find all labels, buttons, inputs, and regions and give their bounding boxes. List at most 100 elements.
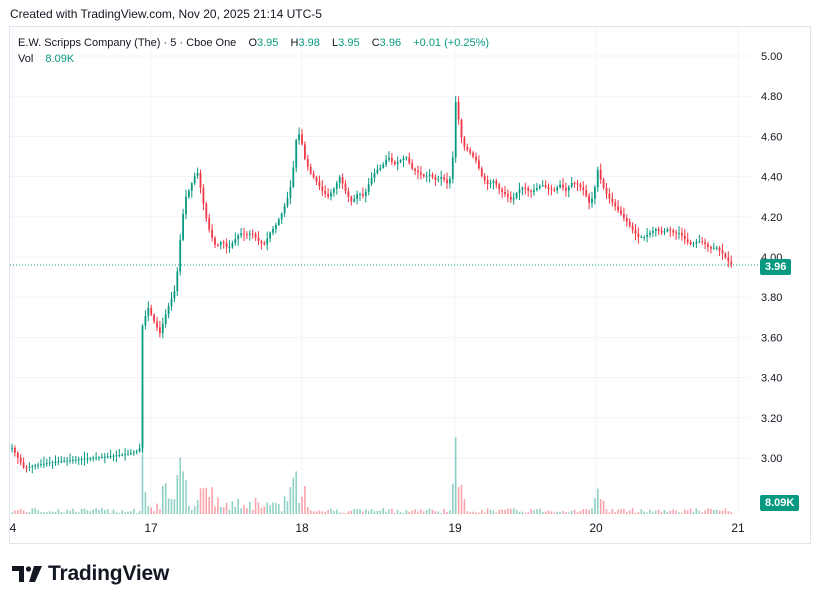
candle-body	[144, 315, 147, 326]
volume-bar	[463, 498, 466, 514]
volume-bar	[466, 511, 469, 514]
candle-body	[385, 159, 387, 165]
candle-body	[208, 218, 211, 230]
volume-bar	[565, 511, 567, 514]
volume-bar	[286, 501, 289, 514]
legend-open-label: O	[248, 37, 257, 49]
volume-bar	[344, 512, 347, 514]
volume-bar	[585, 509, 587, 514]
legend-high-label: H	[290, 37, 299, 49]
volume-bar	[173, 499, 176, 514]
legend-row-price: E.W. Scripps Company (The) · 5 · Cboe On…	[18, 37, 490, 49]
volume-bar	[159, 509, 161, 514]
candle-body	[306, 158, 309, 167]
volume-bar	[425, 510, 428, 514]
candle-body	[362, 194, 364, 196]
volume-bar	[512, 508, 515, 514]
volume-bar	[568, 512, 570, 514]
time-tick-label: 4	[10, 521, 17, 535]
candle-body	[341, 177, 344, 184]
volume-bar	[730, 511, 732, 514]
candle-body	[710, 246, 712, 249]
candle-body	[106, 456, 109, 458]
legend-row-volume: Vol 8.09K	[18, 51, 489, 67]
volume-bar	[86, 510, 89, 514]
volume-bar	[478, 512, 480, 514]
volume-bar	[37, 510, 39, 514]
legend-low-label: L	[332, 37, 339, 49]
volume-bar	[63, 512, 65, 514]
candle-body	[591, 198, 593, 203]
volume-bar	[104, 510, 106, 514]
candle-body	[147, 307, 150, 316]
volume-bar	[556, 511, 558, 514]
candle-body	[173, 291, 176, 299]
volume-bar	[249, 501, 251, 514]
volume-bar	[692, 512, 695, 514]
volume-bar	[338, 512, 341, 514]
volume-bar	[394, 512, 396, 514]
chart-frame[interactable]	[9, 26, 811, 544]
volume-bar	[341, 512, 344, 514]
legend-open: 3.95	[257, 37, 279, 49]
candle-body	[565, 187, 567, 191]
volume-bar	[89, 511, 92, 514]
volume-bar	[640, 509, 643, 514]
tradingview-logo[interactable]: TradingView	[12, 562, 169, 586]
legend-volume: 8.09K	[45, 53, 75, 65]
candle-body	[251, 233, 254, 235]
volume-bar	[475, 512, 477, 514]
legend-interval: 5	[170, 37, 177, 49]
volume-bar	[495, 512, 498, 514]
candle-body	[188, 190, 190, 197]
candle-body	[712, 247, 715, 249]
volume-bar	[652, 511, 654, 514]
candle-body	[16, 452, 19, 458]
candle-body	[225, 243, 228, 248]
volume-bar	[672, 509, 674, 514]
volume-bar	[31, 508, 34, 514]
volume-bar	[449, 510, 451, 514]
candle-body	[295, 140, 298, 168]
candle-body	[518, 189, 521, 194]
candle-body	[411, 163, 414, 169]
volume-bar	[60, 511, 63, 514]
candle-body	[373, 173, 376, 178]
candle-body	[275, 224, 277, 229]
candle-body	[686, 239, 689, 243]
legend-low: 3.95	[338, 37, 360, 49]
volume-bar	[301, 496, 303, 514]
volume-bar	[321, 511, 324, 514]
candle-body	[344, 183, 347, 192]
candle-body	[83, 458, 86, 460]
candle-body	[304, 144, 306, 159]
volume-bar	[576, 512, 579, 514]
candle-body	[315, 177, 318, 182]
candle-body	[533, 190, 535, 192]
candle-body	[391, 157, 393, 162]
volume-bar	[559, 511, 561, 514]
candle-body	[681, 232, 683, 236]
volume-bar	[605, 509, 608, 514]
candle-body	[57, 461, 60, 463]
volume-bar	[112, 509, 115, 514]
candle-body	[312, 173, 315, 178]
candle-body	[666, 229, 669, 232]
candle-body	[556, 187, 559, 191]
volume-bar	[92, 509, 94, 514]
volume-bar	[327, 509, 329, 514]
volume-bar	[365, 509, 367, 514]
volume-bar	[547, 510, 550, 514]
volume-bar	[280, 511, 283, 514]
volume-bar	[486, 508, 489, 514]
volume-bar	[370, 509, 373, 514]
volume-bar	[631, 508, 634, 514]
candle-body	[663, 231, 666, 233]
candle-body	[504, 192, 506, 195]
volume-bar	[385, 511, 387, 514]
volume-bar	[77, 512, 80, 514]
candle-body	[19, 457, 22, 463]
time-axis: 4 17 18 19 20 21	[10, 521, 745, 535]
volume-bar	[14, 510, 16, 514]
